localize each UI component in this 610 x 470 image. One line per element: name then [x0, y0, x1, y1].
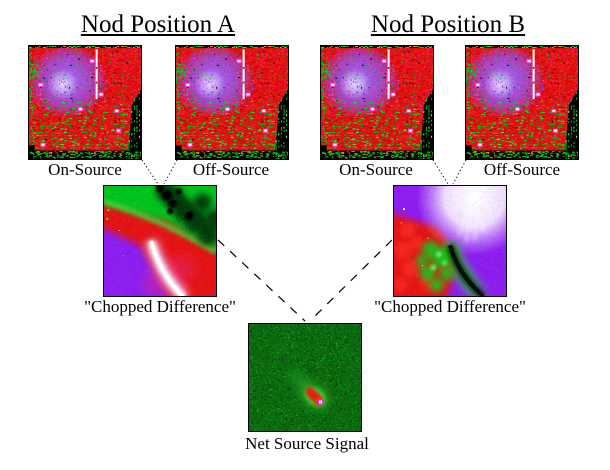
image-chopped-difference-a: [103, 185, 217, 297]
label-a-off-source: Off-Source: [192, 160, 270, 179]
label-b-off-source: Off-Source: [483, 160, 561, 179]
image-nod-a-off-source: [175, 45, 289, 160]
label-a-on-source: On-Source: [48, 160, 122, 179]
nod-b-title: Nod Position B: [370, 11, 526, 38]
label-chopped-difference-b: "Chopped Difference": [374, 297, 526, 316]
image-chopped-difference-b: [393, 185, 507, 297]
label-net-source-signal: Net Source Signal: [245, 434, 369, 453]
image-net-source-signal: [248, 323, 362, 432]
nod-a-title: Nod Position A: [80, 11, 236, 38]
image-nod-b-on-source: [320, 45, 434, 160]
label-b-on-source: On-Source: [339, 160, 413, 179]
image-nod-a-on-source: [28, 45, 142, 160]
label-chopped-difference-a: "Chopped Difference": [84, 297, 236, 316]
image-nod-b-off-source: [465, 45, 579, 160]
